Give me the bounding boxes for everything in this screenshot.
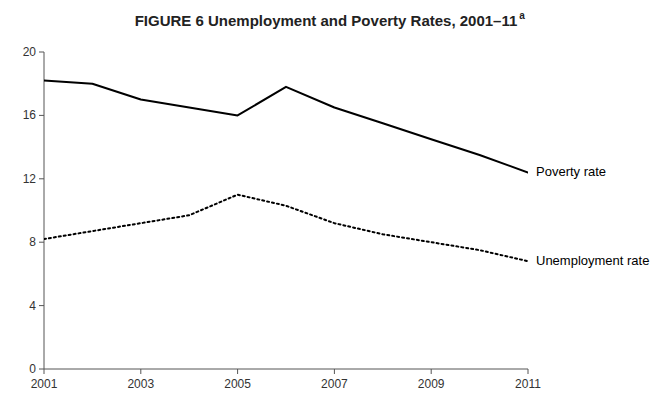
- series-label: Poverty rate: [536, 164, 606, 179]
- title: FIGURE 6 Unemployment and Poverty Rates,…: [135, 12, 518, 29]
- y-tick: [39, 305, 44, 306]
- x-tick: [140, 369, 141, 374]
- y-tick: [39, 178, 44, 179]
- title-superscript: a: [519, 10, 525, 21]
- y-tick: [39, 242, 44, 243]
- x-tick-label: 2009: [418, 377, 445, 391]
- x-tick-label: 2011: [515, 377, 541, 391]
- y-axis: [44, 52, 45, 369]
- line: [44, 81, 528, 173]
- x-tick: [44, 369, 45, 374]
- series-label: Unemployment rate: [536, 253, 649, 268]
- x-tick-label: 2001: [31, 377, 58, 391]
- y-tick: [39, 369, 44, 370]
- x-tick-label: 2003: [127, 377, 154, 391]
- chart: FIGURE 6 Unemployment and Poverty Rates,…: [0, 0, 668, 405]
- x-tick: [334, 369, 335, 374]
- x-tick-label: 2005: [224, 377, 251, 391]
- y-tick-label: 20: [23, 45, 37, 59]
- x-axis: [44, 369, 528, 370]
- y-tick: [39, 52, 44, 53]
- x-tick: [431, 369, 432, 374]
- y-tick-label: 8: [29, 235, 36, 249]
- x-tick: [528, 369, 529, 374]
- x-tick: [237, 369, 238, 374]
- line: [44, 195, 528, 262]
- y-tick-label: 16: [23, 108, 37, 122]
- y-tick-label: 0: [29, 362, 36, 376]
- y-tick: [39, 115, 44, 116]
- plot-area: [44, 81, 528, 262]
- y-tick-label: 12: [23, 172, 37, 186]
- y-tick-label: 4: [29, 299, 36, 313]
- x-tick-label: 2007: [321, 377, 348, 391]
